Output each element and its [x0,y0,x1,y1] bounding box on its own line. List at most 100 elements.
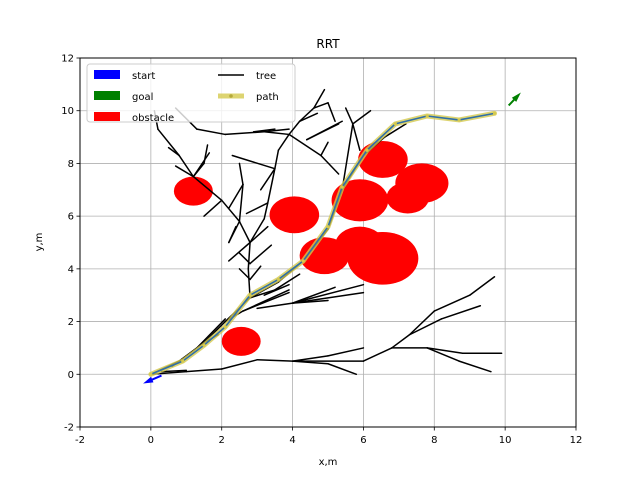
tree-edge [238,220,251,244]
tree-edge [220,199,241,223]
tree-edge [433,294,471,312]
tree-edge [192,175,223,202]
tree-edge [263,131,290,136]
tree-edge [192,152,211,178]
legend-swatch-obstacle [94,112,120,121]
tree-edge [256,302,294,310]
tree-edge [160,369,188,373]
tree-edge [277,133,290,151]
tree-edge [196,128,227,136]
tree-edge [391,334,411,349]
y-tick-label: 0 [68,370,74,381]
obstacle-circle [395,163,449,203]
path-point [149,372,153,376]
goal-arrow [507,92,521,107]
tree-edge [231,154,276,170]
tree-edge [228,225,237,244]
path-point [202,343,206,347]
tree-edge [291,355,329,362]
tree-edge [320,141,329,157]
legend-frame [86,63,296,123]
tree-edge [408,318,443,336]
tree-edge [267,167,276,204]
tree-edge [362,347,393,362]
path-point [340,185,344,189]
start-arrow [143,374,162,384]
path-point [365,148,369,152]
tree-edge [249,244,273,265]
tree-edge [352,123,361,151]
path-point [248,293,252,297]
x-tick-label: 4 [289,435,295,446]
legend-label-obstacle: obstacle [132,113,174,124]
x-tick-label: 8 [431,435,437,446]
tree-edge [313,102,329,109]
tree-edge [327,362,358,376]
tree-edge [274,149,280,170]
path-point [301,259,305,263]
tree-edge [249,289,276,299]
obstacle-circle [173,176,213,206]
tree-edge [344,107,354,125]
tree-edge [203,144,209,165]
tree-edge [249,218,265,244]
tree-edge [320,154,340,175]
tree-edge [298,107,315,123]
legend-label-tree: tree [256,71,276,82]
tree-edge [238,162,244,186]
tree-edge [341,123,354,191]
tree-edge [259,167,276,191]
tree-edge [249,225,269,244]
legend-swatch-dot [229,94,233,98]
y-tick-label: 4 [68,264,74,275]
y-tick-label: 6 [68,212,74,223]
tree-edge [426,347,460,362]
tree-edge [468,276,496,296]
tree-edge [313,88,326,109]
tree-edge [426,347,464,354]
tree-edge [220,359,258,370]
path-point [457,118,461,122]
tree-edge [238,252,251,265]
path-point [326,225,330,229]
tree-edge [263,283,290,296]
tree-edge [247,241,251,270]
tree-edge [242,289,290,312]
path-point [276,277,280,281]
tree-edge [256,359,294,362]
legend-label-path: path [256,92,279,103]
legend-label-goal: goal [132,92,153,103]
ticks: -2 0 2 4 6 8 10 12 -2 0 2 4 6 8 10 12 [61,54,582,447]
tree-edge [291,286,336,304]
tree-edge [228,183,244,209]
legend-swatch-goal [94,91,120,100]
x-tick-label: 6 [360,435,366,446]
tree-edge [327,102,336,123]
obstacle-circle [347,231,419,285]
y-tick-label: -2 [64,423,74,434]
tree-edge [305,123,340,141]
obstacle-circle [221,326,261,356]
obstacle-circle [331,179,389,222]
tree-edge [167,146,180,157]
x-tick-label: 10 [499,435,512,446]
y-tick-label: 12 [61,54,74,65]
x-axis-label: x,m [319,457,338,468]
tree-edge [174,165,195,178]
tree-edge [157,128,180,157]
y-tick-label: 2 [68,317,74,328]
y-axis-label: y,m [34,233,45,252]
tree-edge [263,202,269,220]
markers [143,92,521,384]
tree-edge [440,305,482,320]
tree-edge [288,120,301,136]
legend-swatch-start [94,70,120,79]
tree-edge [252,128,276,133]
x-tick-label: -2 [75,435,85,446]
legend-label-start: start [132,71,155,82]
path-point [393,122,397,126]
path-point [425,114,429,118]
tree-edge [263,128,290,133]
tree-edge [224,131,265,136]
